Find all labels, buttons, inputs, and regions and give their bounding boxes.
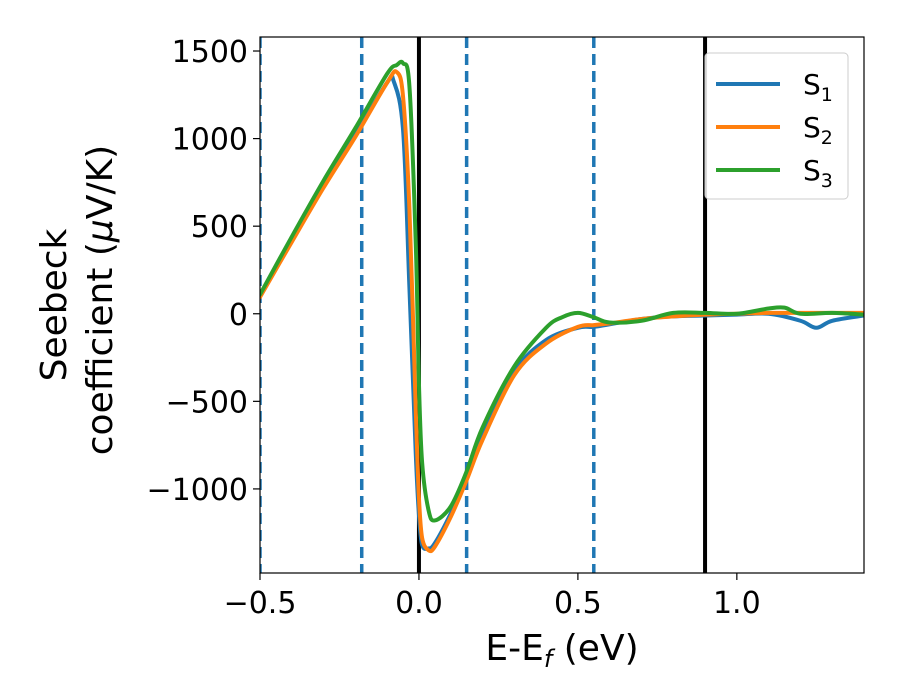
y-tick-label: 500 <box>191 210 248 245</box>
y-axis-label-line2: coefficient (μV/K) <box>80 145 121 455</box>
y-axis-ticks: −1000 −500 0 500 1000 1500 <box>147 35 260 508</box>
legend: S1 S2 S3 <box>704 52 849 200</box>
y-tick-label: 1000 <box>172 123 248 158</box>
x-tick-label: 1.0 <box>713 586 761 621</box>
y-tick-label: −500 <box>166 385 248 420</box>
x-tick-label: 0.0 <box>395 586 443 621</box>
x-axis-ticks: −0.5 0.0 0.5 1.0 <box>224 573 761 621</box>
x-tick-label: 0.5 <box>554 586 602 621</box>
y-tick-label: 0 <box>229 298 248 333</box>
legend-label-s2: S2 <box>803 111 833 149</box>
y-tick-label: −1000 <box>147 473 248 508</box>
plot-frame <box>259 36 865 574</box>
legend-label-s3: S3 <box>803 154 833 192</box>
x-tick-label: −0.5 <box>224 586 297 621</box>
series-line-s3 <box>260 59 864 523</box>
series-lines <box>260 59 864 554</box>
legend-label-s1: S1 <box>803 68 833 106</box>
y-axis-label-line1: Seebeck <box>34 228 75 381</box>
x-axis-label: E-Ef (eV) <box>485 628 638 673</box>
y-tick-label: 1500 <box>172 35 248 70</box>
